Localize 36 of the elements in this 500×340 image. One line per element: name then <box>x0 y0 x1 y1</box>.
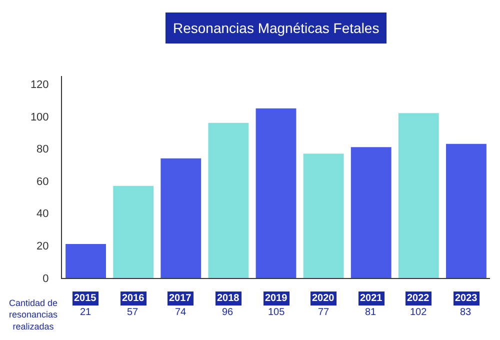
y-tick-label: 0 <box>42 272 49 285</box>
x-tick-label: 2020 <box>312 293 335 304</box>
x-tick-label: 2016 <box>122 293 145 304</box>
data-label: 81 <box>365 307 377 318</box>
data-label: 83 <box>460 307 472 318</box>
bar <box>113 186 154 278</box>
bar <box>208 122 249 278</box>
bar <box>66 244 106 278</box>
x-tick-label: 2023 <box>455 293 478 304</box>
x-tick-label: 2017 <box>169 293 192 304</box>
x-tick-label: 2019 <box>265 293 288 304</box>
data-label: 96 <box>222 307 234 318</box>
x-tick-label: 2018 <box>217 293 240 304</box>
y-tick-label: 120 <box>30 78 49 91</box>
x-tick-label: 2022 <box>407 293 430 304</box>
y-tick-label: 20 <box>36 240 49 253</box>
y-tick-label: 100 <box>30 111 49 124</box>
data-label: 102 <box>410 307 428 318</box>
data-label: 105 <box>268 307 286 318</box>
y-tick-label: 60 <box>36 176 49 188</box>
bar <box>350 147 392 278</box>
bar <box>446 144 486 278</box>
data-label: 74 <box>175 307 187 318</box>
chart-title: Resonancias Magnéticas Fetales <box>173 20 380 36</box>
data-label: 77 <box>318 307 330 318</box>
x-tick-label: 2015 <box>74 293 97 304</box>
bar <box>160 158 202 278</box>
bar <box>303 154 344 278</box>
y-tick-label: 40 <box>36 208 49 220</box>
data-label: 21 <box>80 307 92 318</box>
bar <box>398 113 439 278</box>
x-tick-label: 2021 <box>360 293 383 304</box>
bar <box>256 108 296 278</box>
text: Cantidad de resonancias realizadas <box>9 298 58 332</box>
y-tick-label: 80 <box>36 144 49 156</box>
data-label: 57 <box>127 307 139 318</box>
